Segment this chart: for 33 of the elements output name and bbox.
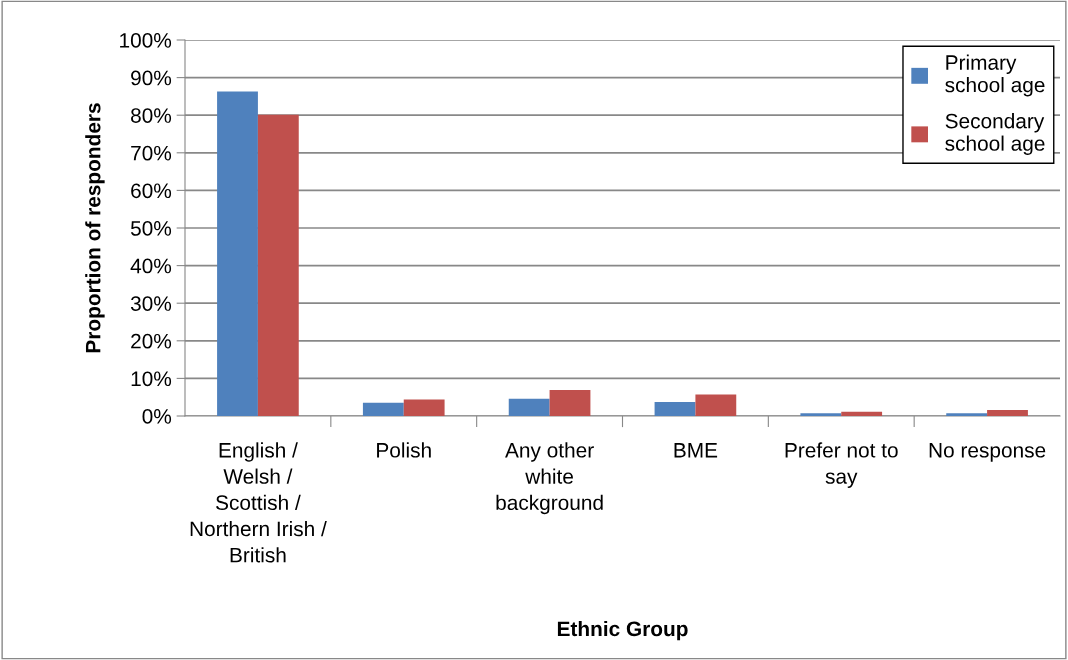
bar	[508, 398, 550, 416]
bar	[257, 114, 299, 416]
x-tick-label: No response	[929, 443, 1046, 462]
x-axis-title: Ethnic Group	[557, 620, 688, 641]
legend-label: Secondary school age	[945, 113, 1045, 155]
bar	[403, 399, 445, 416]
y-tick-label: 80%	[131, 108, 172, 123]
bar	[654, 402, 696, 416]
y-tick-label: 50%	[130, 221, 172, 236]
y-tick-label: 30%	[130, 296, 172, 311]
x-tick-label: Prefer not to say	[785, 442, 898, 488]
bar	[695, 394, 737, 416]
bar	[362, 402, 404, 416]
x-tick-label: English / Welsh / Scottish / Northern Irish / British	[190, 442, 327, 563]
x-tick-label: Polish	[377, 442, 431, 458]
y-axis-title: Proportion of responders	[85, 103, 105, 353]
y-tick-label: 70%	[131, 145, 172, 161]
bar	[987, 409, 1028, 416]
x-tick-label: BME	[674, 443, 718, 458]
y-tick-label: 40%	[130, 258, 172, 274]
bar	[800, 413, 842, 416]
bar	[217, 91, 258, 416]
bar	[841, 411, 883, 416]
y-tick-label: 10%	[131, 371, 172, 387]
bar	[549, 390, 591, 416]
y-tick-label: 90%	[131, 70, 172, 86]
legend-label: Primary school age	[945, 54, 1045, 97]
y-tick-label: 60%	[131, 183, 172, 199]
x-tick-label: Any other white background	[496, 442, 603, 515]
y-tick-label: 0%	[142, 409, 172, 424]
y-tick-label: 20%	[131, 333, 172, 349]
bar	[946, 413, 988, 416]
y-tick-label: 100%	[120, 33, 172, 48]
